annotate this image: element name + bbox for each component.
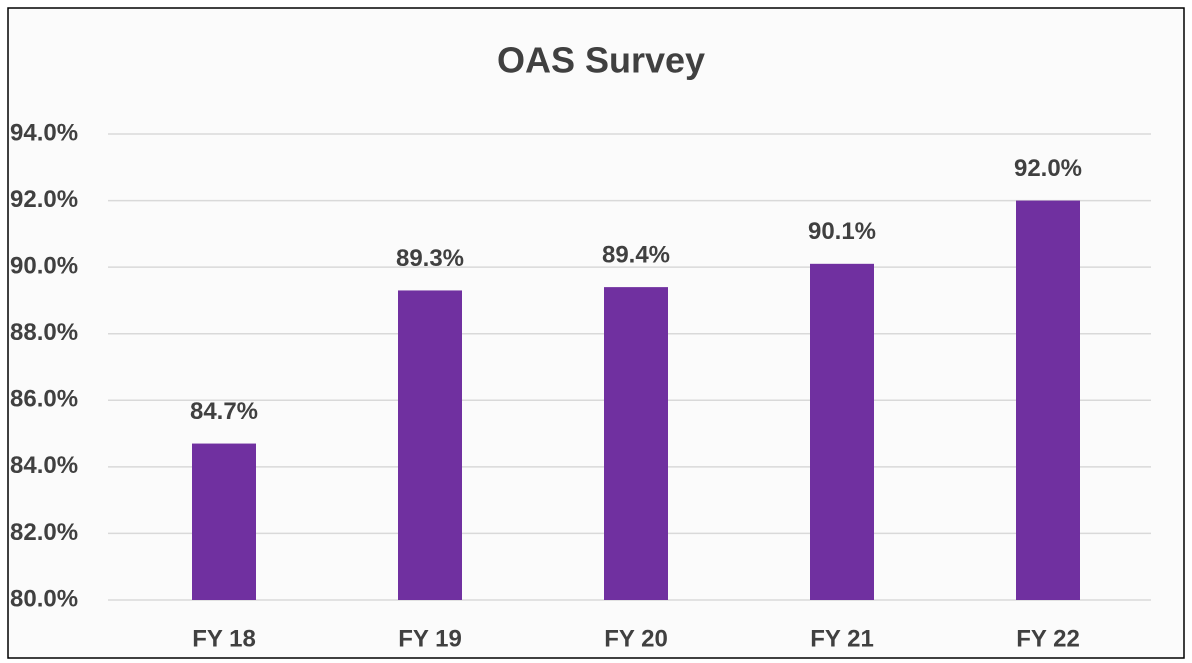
bar (192, 443, 256, 600)
y-tick-label: 94.0% (10, 119, 78, 146)
value-label: 89.3% (396, 245, 464, 272)
value-label: 92.0% (1014, 155, 1082, 182)
x-tick-label: FY 22 (1016, 625, 1080, 652)
bar (1016, 200, 1080, 601)
y-tick-label: 86.0% (10, 386, 78, 413)
y-tick-label: 88.0% (10, 319, 78, 346)
y-tick-label: 82.0% (10, 519, 78, 546)
x-tick-label: FY 18 (192, 625, 256, 652)
bar (604, 287, 668, 600)
x-tick-label: FY 20 (604, 625, 668, 652)
bar (810, 263, 874, 600)
value-label: 84.7% (190, 398, 258, 425)
chart-title: OAS Survey (497, 40, 705, 81)
x-tick-label: FY 21 (810, 625, 874, 652)
y-tick-label: 90.0% (10, 252, 78, 279)
y-tick-label: 80.0% (10, 585, 78, 612)
x-tick-label: FY 19 (398, 625, 462, 652)
bar (398, 290, 462, 600)
value-label: 90.1% (808, 218, 876, 245)
y-tick-label: 92.0% (10, 186, 78, 213)
y-tick-label: 84.0% (10, 452, 78, 479)
value-label: 89.4% (602, 241, 670, 268)
